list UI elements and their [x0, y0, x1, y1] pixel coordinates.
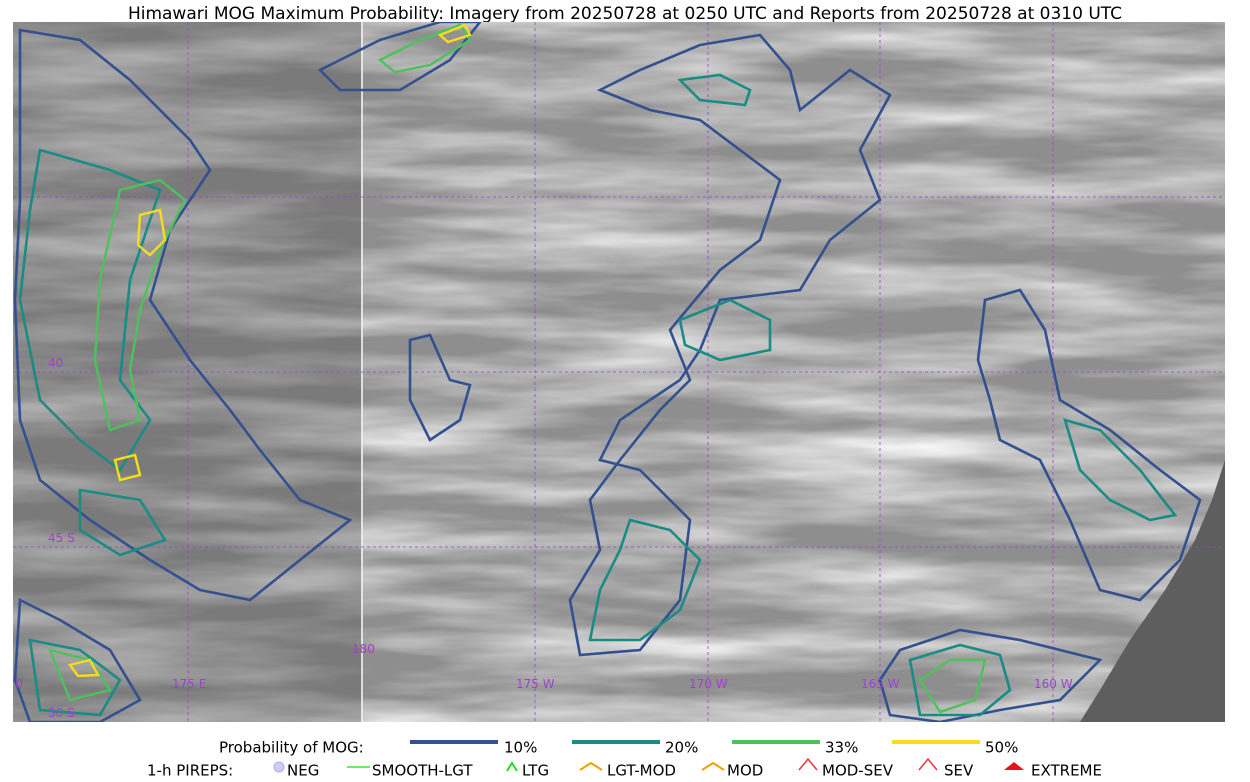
graticule: [13, 22, 1225, 722]
legend-item: LTG: [522, 762, 549, 780]
legend-item: LGT-MOD: [607, 762, 676, 780]
contour-20: [908, 643, 1012, 717]
contour-50: [437, 23, 472, 44]
grid-label: 175 W: [516, 677, 555, 691]
legend-icon: [798, 757, 818, 771]
contour-20: [677, 73, 752, 107]
contour-20: [28, 638, 122, 717]
no-data: [1080, 460, 1225, 722]
contour-10: [878, 628, 1103, 722]
probability-legend: Probability of MOG: 10% 20% 33% 50%: [219, 739, 1018, 757]
contour-20: [588, 518, 702, 642]
legend-icon: [918, 757, 938, 771]
contour-10: [408, 333, 472, 442]
grid-label: 175 E: [172, 677, 206, 691]
grid-label: 170 W: [689, 677, 728, 691]
legend-label: 1-h PIREPS:: [147, 762, 233, 780]
legend-item: 10%: [504, 739, 537, 757]
legend-icon: [1004, 762, 1024, 770]
contour-10: [568, 33, 892, 657]
legend-item: SMOOTH-LGT: [372, 762, 473, 780]
contour-10: [13, 28, 353, 602]
grid-labels: 40 45 S 50 S 180 170 175 E 175 W 170 W 1…: [0, 356, 1073, 720]
contour-33: [377, 23, 472, 74]
grid-label: 165 W: [861, 677, 900, 691]
contour-50: [113, 453, 142, 482]
legend-item: 20%: [665, 739, 698, 757]
legend-item: MOD: [727, 762, 763, 780]
grid-label: 180: [352, 642, 375, 656]
legend-icon: [273, 761, 285, 773]
legend-item: EXTREME: [1031, 762, 1102, 780]
legend-item: MOD-SEV: [822, 762, 894, 780]
contour-33: [48, 648, 112, 702]
map: 40 45 S 50 S 180 170 175 E 175 W 170 W 1…: [0, 22, 1225, 722]
contour-20: [1063, 418, 1178, 522]
contour-20: [678, 298, 772, 362]
legend-label: Probability of MOG:: [219, 739, 364, 757]
contours: [13, 22, 1202, 722]
title: Himawari MOG Maximum Probability: Imager…: [128, 4, 1122, 24]
legend-icon: [579, 761, 603, 771]
contour-33: [93, 178, 187, 432]
legend-item: 50%: [985, 739, 1018, 757]
legend-icon: [701, 761, 725, 771]
contour-50: [67, 658, 100, 678]
legend-icon: [506, 761, 518, 772]
contour-10: [317, 22, 482, 92]
grid-label: 45 S: [48, 531, 75, 545]
contour-33: [918, 658, 987, 714]
contour-10: [976, 288, 1202, 602]
grid-label: 40: [48, 356, 63, 370]
grid-label: 50 S: [48, 706, 75, 720]
pireps-legend: 1-h PIREPS: NEG SMOOTH-LGT LTG LGT-MOD M…: [147, 757, 1102, 780]
contour-20: [18, 148, 162, 472]
legend-item: SEV: [944, 762, 974, 780]
contour-10: [13, 597, 142, 722]
grid-label: 160 W: [1034, 677, 1073, 691]
grid-label: 170: [0, 677, 23, 691]
legend-item: NEG: [287, 762, 319, 780]
legend-item: 33%: [825, 739, 858, 757]
contour-20: [78, 488, 167, 557]
contour-50: [136, 208, 167, 257]
